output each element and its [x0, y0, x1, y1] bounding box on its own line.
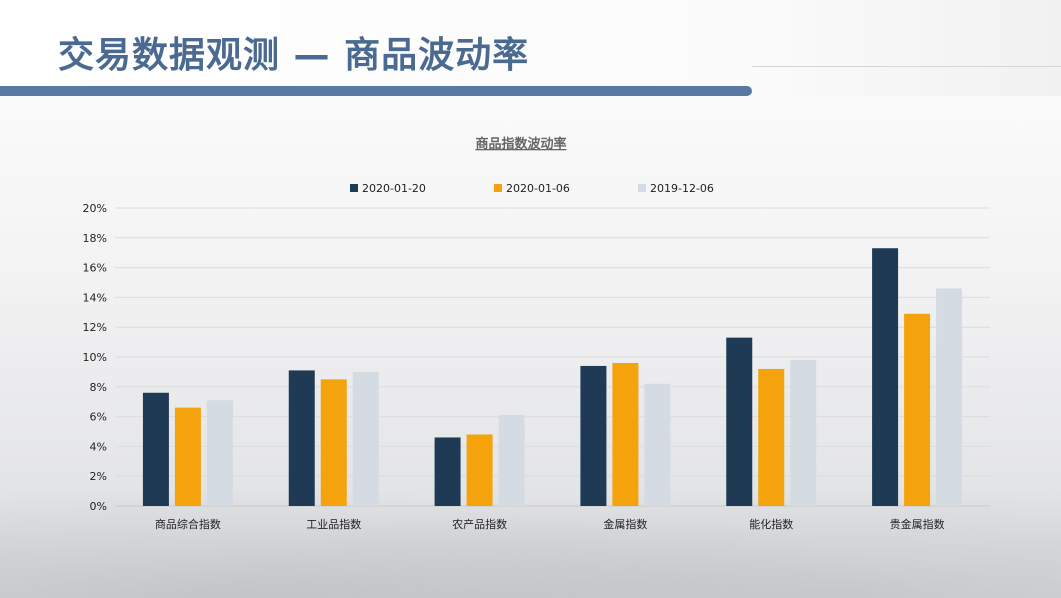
- bar-2-6: [904, 313, 931, 506]
- bar-2-5: [758, 368, 785, 506]
- y-tick-label: 16%: [83, 262, 107, 275]
- y-tick-label: 10%: [83, 351, 107, 364]
- y-tick-label: 2%: [90, 470, 107, 483]
- x-category-label: 工业品指数: [306, 517, 361, 531]
- y-tick-label: 18%: [83, 232, 107, 245]
- y-tick-label: 6%: [90, 411, 107, 424]
- title-underline-bar: [0, 86, 752, 96]
- bar-1-6: [872, 248, 899, 507]
- x-category-label: 贵金属指数: [890, 517, 945, 531]
- legend-swatch: [494, 184, 502, 192]
- y-tick-label: 0%: [90, 500, 107, 513]
- legend-label: 2019-12-06: [650, 182, 714, 195]
- bar-3-4: [644, 383, 671, 506]
- bar-1-5: [726, 337, 753, 506]
- title-divider-line: [752, 66, 1061, 67]
- chart-title: 商品指数波动率: [475, 136, 566, 152]
- bar-2-3: [466, 434, 493, 506]
- legend-label: 2020-01-20: [362, 182, 426, 195]
- x-category-label: 能化指数: [749, 517, 793, 531]
- page-title: 交易数据观测 — 商品波动率: [58, 35, 530, 76]
- bar-3-6: [936, 288, 963, 506]
- bar-1-4: [580, 365, 607, 506]
- x-category-label: 商品综合指数: [155, 517, 221, 531]
- y-tick-label: 8%: [90, 381, 107, 394]
- bar-1-3: [434, 437, 461, 506]
- legend-label: 2020-01-06: [506, 182, 570, 195]
- y-tick-label: 14%: [83, 291, 107, 304]
- bar-3-1: [206, 400, 233, 506]
- y-tick-label: 12%: [83, 321, 107, 334]
- legend-swatch: [350, 184, 358, 192]
- bar-3-2: [352, 371, 379, 506]
- bar-3-3: [498, 415, 525, 506]
- bar-2-1: [174, 407, 201, 506]
- x-category-label: 农产品指数: [452, 517, 507, 531]
- legend-swatch: [638, 184, 646, 192]
- bar-2-2: [320, 379, 347, 506]
- bar-1-2: [288, 370, 315, 506]
- x-category-label: 金属指数: [603, 517, 647, 531]
- header-band: [0, 0, 1061, 96]
- y-tick-label: 20%: [83, 202, 107, 215]
- bar-1-1: [142, 392, 169, 506]
- bar-3-5: [790, 359, 817, 506]
- y-tick-label: 4%: [90, 440, 107, 453]
- bar-2-4: [612, 362, 639, 506]
